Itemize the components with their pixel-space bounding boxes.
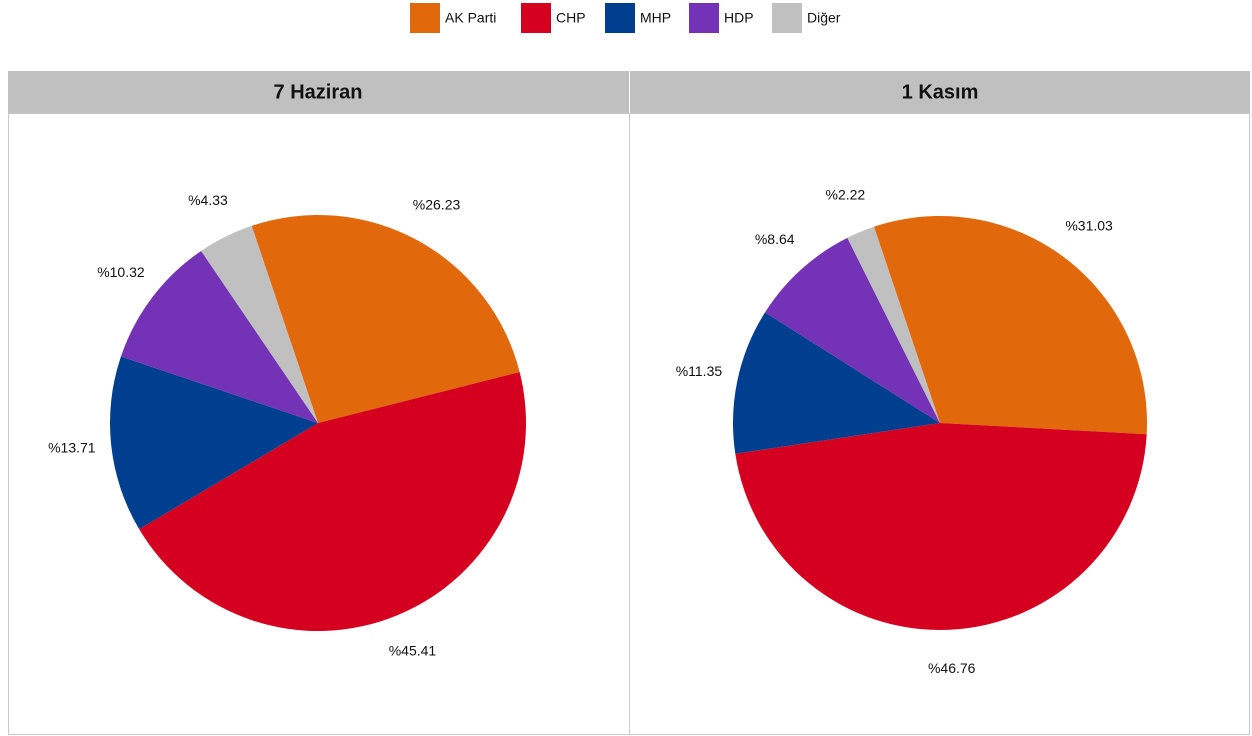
panel (629, 113, 1250, 735)
pie-slice (873, 215, 1147, 435)
pie-slice (765, 237, 940, 423)
data-label: %26.23 (413, 196, 461, 212)
pie-slice (735, 423, 1147, 630)
legend-label: AK Parti (445, 10, 496, 26)
pie-slice (201, 225, 318, 423)
data-label: %8.64 (755, 231, 795, 247)
panel-title: 7 Haziran (274, 81, 363, 103)
data-label: %10.32 (97, 264, 145, 280)
pie-slice (139, 372, 527, 632)
legend-label: MHP (640, 10, 671, 26)
data-label: %13.71 (48, 440, 96, 456)
panel-title: 1 Kasım (902, 81, 979, 103)
pie-slice (251, 214, 520, 423)
data-label: %11.35 (676, 363, 723, 379)
legend-swatch (689, 3, 719, 33)
data-label: %2.22 (826, 186, 866, 202)
pie-slice (847, 226, 940, 423)
pie-slice (109, 356, 318, 530)
legend-swatch (772, 3, 802, 33)
legend-swatch (605, 3, 635, 33)
legend-swatch (521, 3, 551, 33)
data-label: %45.41 (389, 642, 437, 658)
legend-label: CHP (556, 10, 586, 26)
legend-swatch (410, 3, 440, 33)
pie-slice (120, 250, 319, 423)
legend-label: Diğer (807, 10, 841, 26)
legend-label: HDP (724, 10, 754, 26)
data-label: %4.33 (188, 192, 228, 208)
data-label: %46.76 (928, 660, 976, 676)
data-label: %31.03 (1065, 218, 1113, 234)
pie-slice (732, 312, 940, 454)
